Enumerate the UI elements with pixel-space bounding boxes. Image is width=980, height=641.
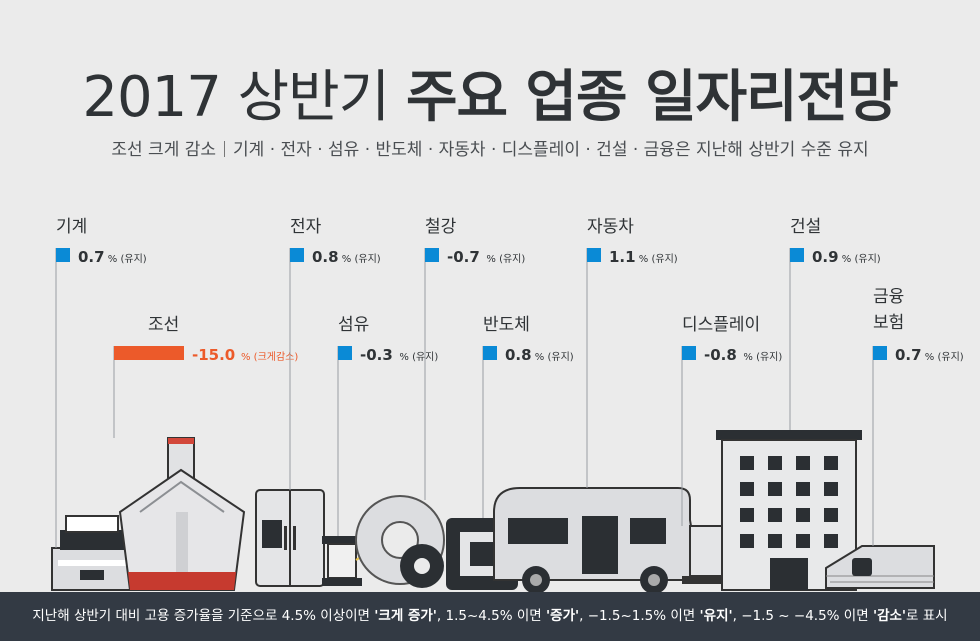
refrigerator-icon	[255, 489, 325, 587]
subtitle-part2: 기계 · 전자 · 섬유 · 반도체 · 자동차 · 디스플레이 · 건설 · …	[233, 140, 869, 160]
legend-footnote: 지난해 상반기 대비 고용 증가율을 기준으로 4.5% 이상이면 '크게 증가…	[0, 592, 980, 641]
value-unit: % (유지)	[399, 351, 438, 363]
value-bar	[290, 248, 304, 262]
gear-icon	[355, 495, 445, 588]
industry-label: 전자	[290, 217, 322, 237]
footnote-text-1: 지난해 상반기 대비 고용 증가율을 기준으로 4.5% 이상이면	[32, 608, 375, 624]
value-label: -0.8	[704, 346, 737, 364]
footnote-big-increase: '크게 증가'	[374, 608, 437, 624]
industry-label: 반도체	[483, 315, 530, 335]
ship-icon	[118, 437, 246, 591]
value-label: 0.8	[505, 346, 532, 364]
value-bar	[587, 248, 601, 262]
value-unit: % (유지)	[535, 351, 574, 363]
money-stack-icon	[825, 545, 935, 589]
value-label: 0.9	[812, 248, 839, 266]
industry-label: 기계	[56, 217, 87, 237]
footnote-text-2: , 1.5~4.5% 이면	[436, 608, 547, 624]
industry-label: 디스플레이	[682, 315, 760, 335]
industry-label: 금융	[873, 287, 904, 307]
value-bar	[873, 346, 887, 360]
value-bar	[483, 346, 497, 360]
value-unit: % (유지)	[108, 253, 147, 265]
value-unit: % (유지)	[842, 253, 881, 265]
title-main: 주요 업종 일자리전망	[406, 65, 899, 130]
page-subtitle: 조선 크게 감소 기계 · 전자 · 섬유 · 반도체 · 자동차 · 디스플레이…	[0, 135, 980, 160]
title-year: 2017 상반기	[82, 65, 406, 130]
value-unit: % (유지)	[639, 253, 678, 265]
value-unit: % (크게감소)	[241, 351, 298, 363]
value-bar	[338, 346, 352, 360]
value-unit: % (유지)	[342, 253, 381, 265]
camper-van-icon	[493, 487, 702, 594]
value-unit: % (유지)	[743, 351, 782, 363]
industry-label: 자동차	[587, 217, 634, 237]
footnote-maintain: '유지'	[699, 608, 733, 624]
value-label: 0.7	[895, 346, 922, 364]
footnote-text-3: , −1.5~1.5% 이면	[579, 608, 700, 624]
subtitle-divider	[224, 141, 226, 157]
industry-label: 철강	[425, 217, 457, 237]
page-title: 2017 상반기 주요 업종 일자리전망	[0, 52, 980, 133]
machine-icon	[51, 515, 137, 591]
value-bar	[114, 346, 184, 360]
value-bar	[682, 346, 696, 360]
value-bar	[56, 248, 70, 262]
value-label: 0.8	[312, 248, 339, 266]
illustrations	[51, 430, 935, 594]
value-label: 0.7	[78, 248, 105, 266]
footnote-decrease: '감소'	[872, 608, 907, 624]
value-label: -0.7	[447, 248, 480, 266]
subtitle-part1: 조선 크게 감소	[111, 140, 217, 160]
industry-label: 섬유	[338, 315, 369, 335]
value-bar	[790, 248, 804, 262]
industry-label: 조선	[148, 315, 179, 335]
industry-label: 건설	[790, 217, 821, 237]
industry-label: 보험	[873, 313, 904, 333]
footnote-text-5: 로 표시	[906, 608, 948, 624]
value-label: -15.0	[192, 346, 235, 364]
footnote-increase: '증가'	[546, 608, 580, 624]
chart-marks: 기계0.7% (유지)조선-15.0% (크게감소)전자0.8% (유지)섬유-…	[55, 217, 964, 548]
value-unit: % (유지)	[925, 351, 964, 363]
value-label: 1.1	[609, 248, 636, 266]
value-unit: % (유지)	[486, 253, 525, 265]
value-label: -0.3	[360, 346, 393, 364]
value-bar	[425, 248, 439, 262]
footnote-text-4: , −1.5 ~ −4.5% 이면	[732, 608, 873, 624]
